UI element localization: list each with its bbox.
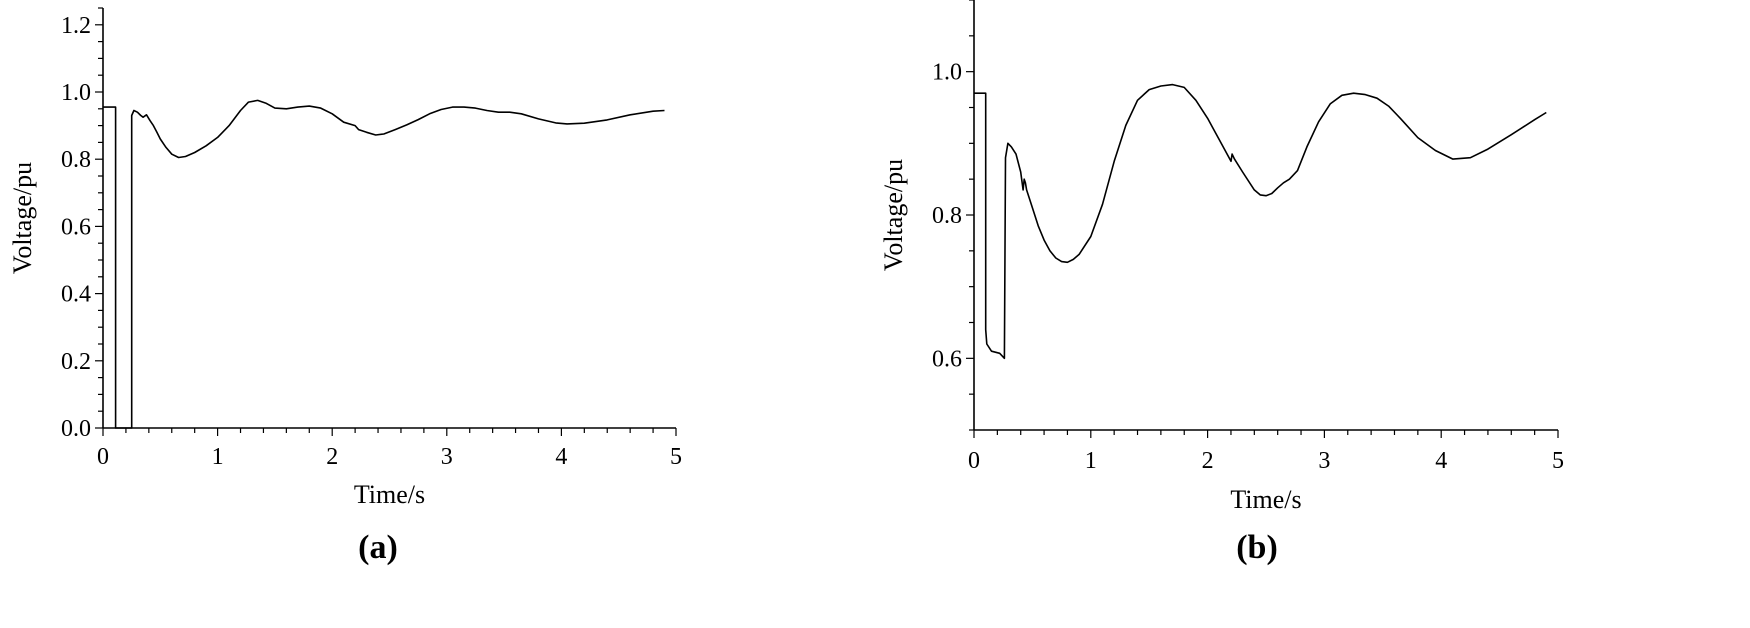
y-tick-label: 1.2: [61, 13, 91, 39]
chart-panel-b: 0 1 2 3 4 5 0.6 0.8 1.0 Time/s Voltage/pu (b): [879, 0, 1564, 566]
voltage-series-line: [103, 99, 665, 429]
chart-panel-a: 0 1 2 3 4 5 0.0 0.2 0.4 0.6 0.8 1.0 1.2 Time/s Volta…: [8, 7, 682, 566]
y-tick-label: 0.4: [61, 282, 91, 308]
x-tick-label: 1: [212, 444, 224, 470]
x-tick-label: 2: [1202, 448, 1214, 474]
series-group-a: [103, 99, 665, 429]
y-tick-label: 0.0: [61, 416, 91, 442]
x-tick-label: 4: [1435, 448, 1447, 474]
x-tick-label: 0: [968, 448, 980, 474]
x-tick-label: 5: [1552, 448, 1564, 474]
y-tick-label: 1.0: [61, 80, 91, 106]
y-tick-label: 0.6: [61, 214, 91, 240]
x-tick-label: 3: [441, 444, 453, 470]
axes-a: [102, 8, 676, 429]
y-tick-label: 0.2: [61, 349, 91, 375]
y-tick-label: 0.6: [932, 346, 962, 372]
axes-b: [973, 0, 1558, 431]
x-tick-label: 3: [1318, 448, 1330, 474]
panel-label-b: (b): [1236, 529, 1278, 566]
x-axis-label-a: Time/s: [354, 480, 425, 509]
voltage-series-line: [974, 83, 1547, 360]
x-tick-label: 5: [670, 444, 682, 470]
panel-label-a: (a): [358, 529, 398, 566]
y-tick-label: 0.8: [61, 147, 91, 173]
y-tick-label: 0.8: [932, 203, 962, 229]
ticks-b: 0 1 2 3 4 5 0.6 0.8 1.0: [932, 0, 1564, 474]
x-tick-label: 2: [326, 444, 338, 470]
x-tick-label: 1: [1085, 448, 1097, 474]
x-tick-label: 4: [555, 444, 567, 470]
x-tick-label: 0: [97, 444, 109, 470]
y-axis-label-b: Voltage/pu: [879, 159, 908, 271]
y-tick-label: 1.0: [932, 60, 962, 86]
y-axis-label-a: Voltage/pu: [8, 162, 37, 274]
series-group-b: [974, 83, 1547, 360]
ticks-a: 0 1 2 3 4 5 0.0 0.2 0.4 0.6 0.8 1.0 1.2: [61, 7, 682, 470]
x-axis-label-b: Time/s: [1230, 485, 1301, 514]
